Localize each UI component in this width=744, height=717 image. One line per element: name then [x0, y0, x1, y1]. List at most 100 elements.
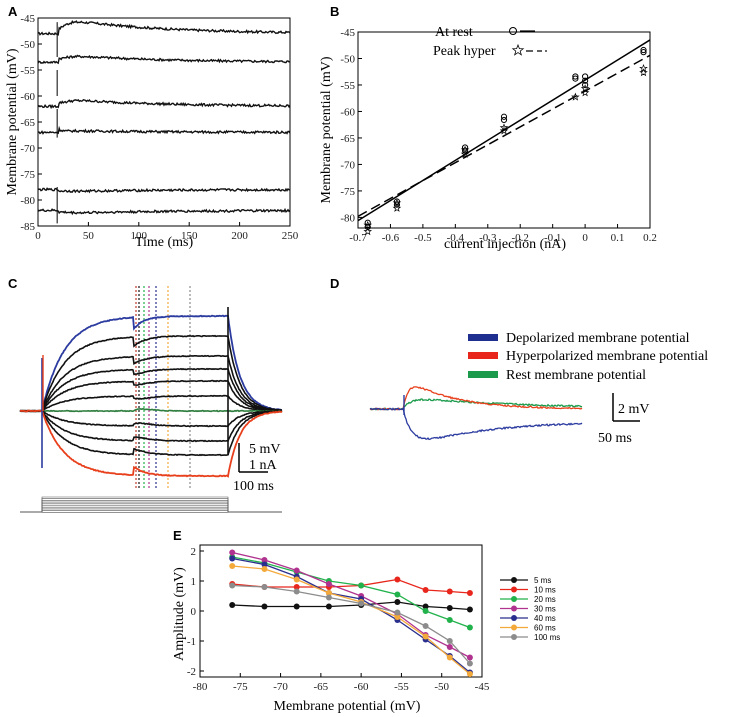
series-point-5-ms — [229, 602, 236, 608]
panel-a-ytick-label: -60 — [20, 91, 35, 103]
series-point-60-ms — [466, 671, 473, 677]
legend-star-icon — [511, 43, 525, 56]
panel-a-xtick-label: 250 — [282, 230, 299, 242]
series-point-40-ms — [229, 555, 236, 562]
panel-a-ytick-label: -80 — [20, 195, 35, 207]
panel-b-fits — [357, 39, 651, 222]
hyperpolarized-trace — [19, 409, 283, 478]
panel-e-xtick-label: -75 — [233, 681, 248, 693]
current-step-trace — [19, 367, 282, 413]
legend-circle-icon — [509, 27, 517, 35]
panel-b-ytick-label: -55 — [340, 80, 355, 92]
series-point-60-ms — [293, 576, 300, 583]
current-step-trace — [19, 354, 283, 413]
panel-a-ticks: 0 50 100 150 200 250 -45 -50 -55 -60 -65 -70 -75 -80 -… — [20, 13, 298, 242]
fit-line-at-rest — [357, 39, 651, 222]
series-point-100-ms — [394, 609, 401, 616]
legend-label: 5 ms — [534, 576, 551, 585]
legend-marker — [511, 605, 517, 612]
panel-a-xlabel: Time (ms) — [135, 235, 194, 250]
panel-e-ticks: -80 -75 -70 -65 -60 -55 -50 -45 -2 -1 0 1 2 — [187, 546, 490, 693]
point-peak-hyper — [499, 126, 509, 135]
legend-marker — [511, 577, 517, 583]
fit-line-peak-hyper — [357, 54, 651, 218]
series-line-60-ms — [232, 565, 471, 675]
legend-swatch-hyperpolarized — [468, 352, 498, 359]
point-peak-hyper — [580, 84, 590, 93]
point-at-rest — [582, 77, 589, 84]
panel-a-xtick-label: 100 — [131, 230, 148, 242]
point-at-rest — [572, 75, 579, 82]
series-point-20-ms — [358, 582, 365, 589]
point-peak-hyper — [392, 203, 402, 212]
series-point-10-ms — [394, 576, 401, 583]
legend-dot — [545, 50, 547, 52]
panel-a-frame — [37, 17, 291, 227]
panel-c-scalebar: 5 mV 1 nA 100 ms — [233, 442, 281, 494]
panel-b-chart: -0.7 -0.6 -0.5 -0.4 -0.3 -0.2 -0.1 0 0.1 0.2 -45 -5… — [319, 25, 657, 252]
series-point-10-ms — [422, 587, 429, 593]
panel-a-ytick-label: -50 — [20, 39, 35, 51]
panel-e-ytick-label: 0 — [191, 606, 197, 618]
legend-depolarized-label: Depolarized membrane potential — [506, 331, 690, 346]
panel-a-xtick-label: 0 — [35, 230, 41, 242]
series-point-60-ms — [325, 590, 332, 596]
point-at-rest — [572, 73, 579, 80]
panel-e-xtick-label: -65 — [314, 681, 329, 693]
panel-b-ytick-label: -75 — [340, 186, 355, 198]
series-point-100-ms — [466, 660, 473, 667]
panel-a-traces — [37, 20, 291, 224]
legend-marker — [511, 586, 517, 593]
series-point-60-ms — [422, 633, 429, 640]
series-point-30-ms — [229, 549, 236, 556]
panel-a-ytick-label: -85 — [20, 221, 35, 233]
panel-e-frame — [199, 544, 483, 678]
panel-a-trace — [37, 187, 291, 194]
series-point-60-ms — [446, 654, 453, 661]
panel-b-ytick-label: -45 — [340, 27, 355, 39]
panel-a-ytick-label: -75 — [20, 169, 35, 181]
series-point-5-ms — [422, 603, 429, 610]
panel-b-ytick-label: -65 — [340, 133, 355, 145]
series-point-5-ms — [293, 603, 300, 610]
series-point-30-ms — [293, 567, 300, 574]
point-at-rest — [364, 223, 371, 231]
panel-a-xtick-label: 200 — [231, 230, 248, 242]
series-point-100-ms — [261, 584, 268, 590]
panel-b-xlabel: current injection (nA) — [444, 237, 566, 252]
panel-b-xtick-label: 0 — [582, 232, 588, 244]
series-point-60-ms — [261, 566, 268, 572]
panel-d-label: D — [330, 276, 339, 291]
series-point-100-ms — [229, 582, 236, 589]
rest-trace — [19, 407, 283, 413]
current-step-trace — [19, 409, 283, 457]
series-point-20-ms — [446, 617, 453, 623]
panel-a-ytick-label: -45 — [20, 13, 35, 25]
panel-a-xtick-label: 50 — [83, 230, 95, 242]
panel-a-ytick-label: -55 — [20, 65, 35, 77]
series-point-100-ms — [422, 623, 429, 629]
point-at-rest — [640, 49, 647, 56]
panel-b-legend: At rest Peak hyper — [433, 25, 547, 59]
series-line-10-ms — [232, 578, 470, 594]
panel-a-ytick-label: -70 — [20, 143, 35, 155]
series-point-5-ms — [466, 606, 473, 613]
scalebar-na-label: 1 nA — [249, 458, 278, 473]
panel-b-xtick-label: -0.1 — [544, 232, 561, 244]
legend-marker — [511, 615, 517, 621]
point-at-rest — [461, 147, 469, 154]
legend-rest-label: Rest membrane potential — [506, 368, 646, 383]
point-peak-hyper — [499, 123, 509, 132]
legend-label: 40 ms — [534, 614, 556, 623]
panel-e-ytick-label: 2 — [191, 546, 197, 558]
panel-b-label: B — [330, 4, 339, 19]
series-point-10-ms — [293, 584, 300, 590]
panel-b-xtick-label: -0.7 — [349, 232, 367, 244]
panel-d-traces — [369, 386, 583, 441]
series-point-20-ms — [466, 624, 473, 631]
current-step-trace — [19, 334, 282, 413]
point-at-rest — [582, 81, 589, 89]
panel-b-xtick-label: -0.3 — [479, 232, 497, 244]
panel-a-trace — [37, 207, 291, 216]
